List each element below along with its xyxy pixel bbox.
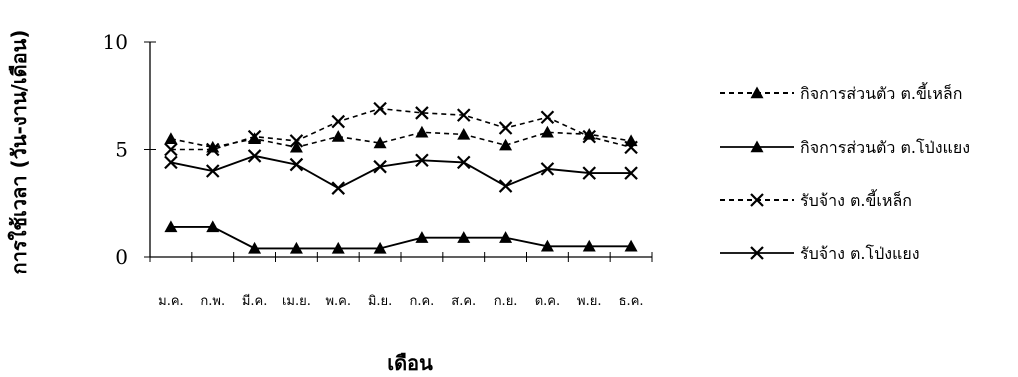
data-point [164,132,178,144]
legend-marker [750,193,764,207]
data-point [331,181,346,195]
data-point [499,231,513,243]
data-point [331,130,345,142]
x-tick-label: ต.ค. [535,294,560,309]
series-line [170,154,632,190]
data-point [289,241,303,254]
data-point [456,155,471,170]
y-axis-title: การใช้เวลา (วัน-งาน/เดือน) [7,30,31,275]
data-point [582,129,597,144]
data-point [498,121,513,135]
data-point [540,162,555,176]
data-point [289,157,304,172]
x-tick-label: ก.ย. [494,294,518,309]
x-tick-label: พ.ย. [577,294,601,309]
data-point [248,241,262,254]
data-point [457,127,471,140]
legend-marker [750,246,764,260]
data-point [415,125,429,138]
data-point [457,231,471,243]
legend-label: รับจ้าง ต.ขี้เหล็ก [800,189,912,210]
legend-label: กิจการส่วนตัว ต.โป่งแยง [800,138,970,157]
x-tick-label: ก.ค. [409,294,434,309]
data-point [415,153,429,168]
y-tick-label: 5 [115,138,128,162]
data-point [624,239,638,252]
data-point [206,220,220,233]
series-line [170,107,632,151]
x-tick-label: ม.ค. [158,294,184,309]
data-point [373,241,387,254]
legend-marker [750,86,764,99]
series-line [170,225,632,250]
data-point [624,166,638,180]
data-point [582,166,597,180]
data-point [373,136,387,149]
x-tick-label: พ.ค. [325,294,351,309]
series-line [170,131,632,149]
data-point [540,239,554,252]
legend-item: รับจ้าง ต.โป่งแยง [720,244,920,263]
data-point [624,140,638,155]
legend-label: กิจการส่วนตัว ต.ขี้เหล็ก [800,82,962,103]
data-point [415,231,429,243]
data-point [164,220,178,233]
x-tick-label: มิ.ย. [368,294,392,309]
legend-item: รับจ้าง ต.ขี้เหล็ก [720,189,912,210]
x-tick-label: เม.ย. [282,294,311,309]
x-tick-label: ธ.ค. [619,294,644,309]
data-point [205,164,220,178]
data-point [289,140,303,153]
legend-label: รับจ้าง ต.โป่งแยง [800,244,920,263]
y-tick-label: 0 [115,245,128,269]
data-point [205,142,220,157]
legend-marker [750,140,764,153]
x-tick-label: มี.ค. [242,293,268,309]
legend-item: กิจการส่วนตัว ต.โป่งแยง [720,138,970,157]
x-axis-title: เดือน [387,351,433,375]
data-point [247,149,262,163]
x-tick-label: ก.พ. [200,294,225,309]
data-point [164,155,178,170]
data-point [331,241,345,254]
x-tick-label: ส.ค. [451,294,476,309]
data-point [498,179,513,193]
data-point [499,138,513,151]
data-point [540,125,554,138]
data-point [415,106,429,120]
data-point [540,110,555,125]
series-4 [164,149,638,195]
data-point [582,127,596,140]
series-layer [164,101,638,254]
data-point [582,239,596,252]
axes: 0 5 10 ม.ค. ก.พ. มี.ค. เม.ย. พ.ค. มิ.ย. ก.ค. ส.ค. ก… [103,30,653,309]
series-2 [164,220,638,254]
data-point [289,134,304,148]
data-point [373,101,387,116]
y-tick-label: 10 [103,30,128,54]
series-1 [164,125,638,153]
data-point [373,159,387,174]
legend: กิจการส่วนตัว ต.ขี้เหล็กกิจการส่วนตัว ต.… [720,82,970,263]
data-point [456,108,471,122]
legend-item: กิจการส่วนตัว ต.ขี้เหล็ก [720,82,962,103]
data-point [164,142,178,157]
series-3 [164,101,638,157]
data-point [331,114,346,129]
data-point [247,129,262,144]
